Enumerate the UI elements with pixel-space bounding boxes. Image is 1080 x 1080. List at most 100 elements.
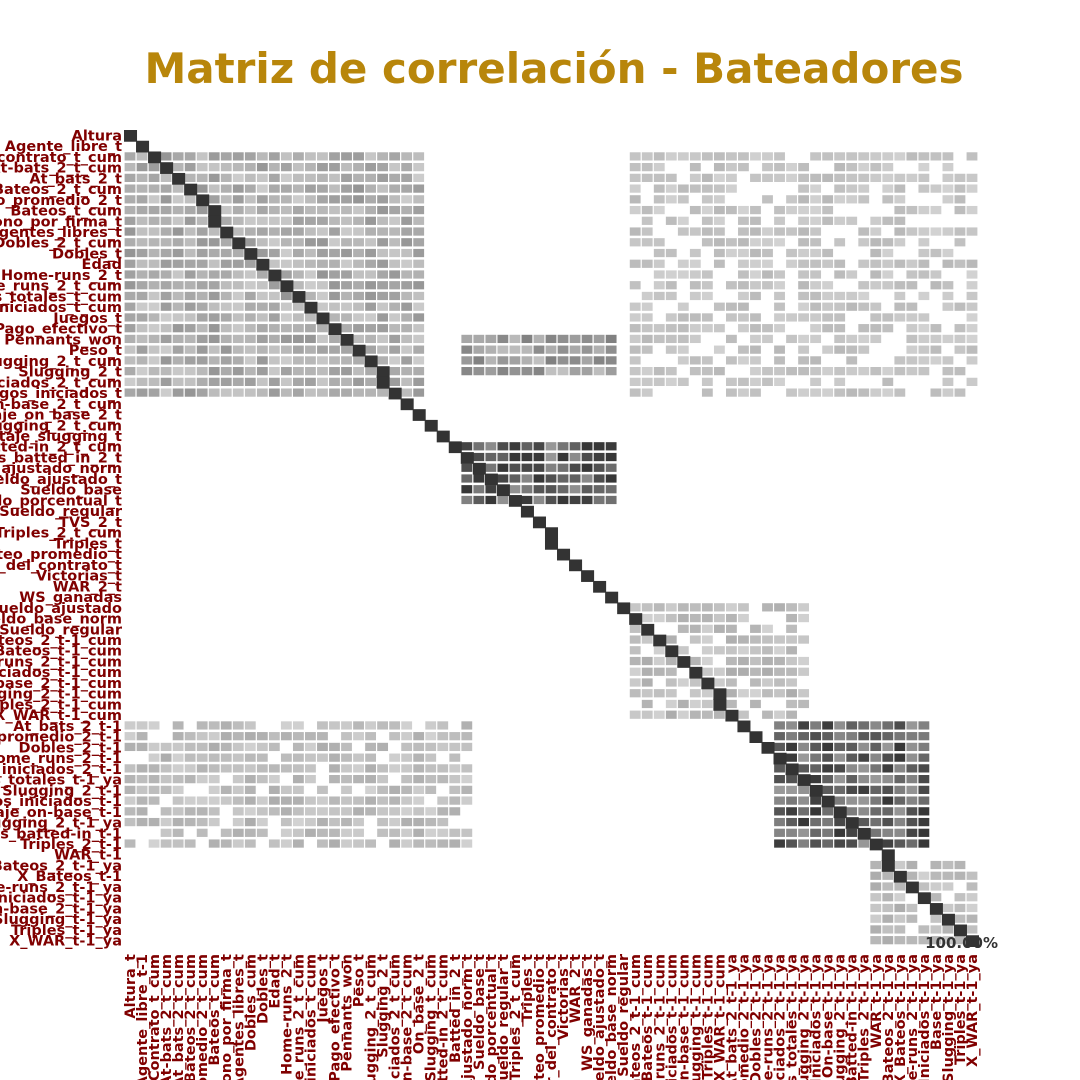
heatmap-cell: [172, 195, 184, 204]
heatmap-cell: [196, 291, 208, 301]
row-label: Sueldo_ajustado_t: [0, 472, 122, 488]
heatmap-cell: [870, 796, 882, 805]
heatmap-cell: [942, 227, 954, 236]
heatmap-cell: [497, 463, 509, 472]
heatmap-cell: [413, 205, 425, 215]
heatmap-cell: [701, 377, 713, 386]
heatmap-cell: [353, 227, 364, 236]
heatmap-cell: [509, 367, 521, 376]
heatmap-cell: [786, 334, 797, 344]
heatmap-cell: [665, 656, 677, 666]
heatmap-cell: [341, 388, 352, 397]
heatmap-cell: [244, 388, 256, 397]
heatmap-cell: [689, 152, 701, 161]
heatmap-cell: [834, 742, 846, 752]
heatmap-cell: [701, 646, 713, 655]
heatmap-cell: [870, 732, 882, 741]
heatmap-cell: [726, 635, 737, 644]
heatmap-cell: [545, 334, 557, 344]
heatmap-cell: [918, 764, 930, 773]
heatmap-cell: [232, 302, 244, 311]
heatmap-cell: [954, 367, 966, 376]
row-label: Bateo_promedio_2_t: [0, 193, 122, 209]
heatmap-cell: [341, 367, 352, 376]
heatmap-cell: [629, 356, 641, 365]
heatmap-cell: [208, 775, 220, 784]
heatmap-cell: [461, 463, 473, 472]
heatmap-cell: [256, 753, 268, 762]
heatmap-cell: [208, 238, 220, 247]
heatmap-cell: [726, 613, 737, 623]
heatmap-cell: [256, 163, 268, 172]
heatmap-cell: [208, 764, 220, 773]
heatmap-cell: [918, 828, 930, 837]
heatmap-cell: [894, 860, 906, 870]
heatmap-cell: [268, 807, 280, 816]
heatmap-cell: [389, 163, 401, 172]
heatmap-cell: [124, 302, 136, 311]
heatmap-cell: [822, 173, 834, 182]
heatmap-cell: [425, 742, 437, 752]
heatmap-cell: [689, 184, 701, 193]
heatmap-cell: [220, 334, 232, 344]
heatmap-cell: [846, 796, 858, 805]
heatmap-cell: [244, 764, 256, 773]
heatmap-cell: [136, 270, 148, 279]
heatmap-cell: [365, 302, 376, 311]
heatmap-cell: [629, 635, 641, 644]
heatmap-cell: [232, 195, 244, 204]
heatmap-cell: [641, 152, 653, 161]
heatmap-cell: [160, 216, 172, 225]
heatmap-cell: [220, 205, 232, 215]
row-label: Bateo_promedio_2_t-1: [0, 730, 122, 746]
heatmap-cell: [365, 807, 376, 816]
heatmap-cell: [317, 345, 328, 354]
heatmap-cell: [653, 248, 665, 258]
heatmap-cell: [906, 807, 918, 816]
heatmap-cell: [762, 281, 773, 290]
column-label: Batted-in_t-1_ya: [845, 954, 861, 1080]
heatmap-cell: [305, 807, 316, 816]
heatmap-cell: [244, 839, 256, 848]
heatmap-cell: [653, 163, 665, 172]
heatmap-cell: [701, 656, 713, 666]
heatmap-cell: [750, 270, 761, 279]
heatmap-cell: [738, 689, 749, 698]
heatmap-cell: [954, 345, 966, 354]
heatmap-cell: [870, 227, 882, 236]
heatmap-cell: [641, 388, 653, 397]
heatmap-cell: [834, 313, 846, 322]
heatmap-cell: [786, 656, 797, 666]
heatmap-cell: [798, 785, 810, 794]
heatmap-cell: [726, 152, 737, 161]
heatmap-cell: [280, 152, 292, 161]
heatmap-cell: [329, 173, 340, 182]
heatmap-cell: [581, 474, 593, 483]
heatmap-cell: [822, 302, 834, 311]
heatmap-cell: [280, 291, 292, 301]
heatmap-cell: [882, 871, 894, 880]
heatmap-cell: [413, 732, 425, 741]
heatmap-cell: [268, 291, 280, 301]
heatmap-cell: [593, 485, 605, 494]
heatmap-cell: [858, 732, 870, 741]
heatmap-cell: [413, 785, 425, 794]
heatmap-cell: [894, 785, 906, 794]
heatmap-cell: [184, 238, 196, 247]
heatmap-cell: [605, 356, 617, 365]
heatmap-cell: [232, 184, 244, 193]
heatmap-cell: [172, 775, 184, 784]
heatmap-cell: [750, 227, 761, 236]
heatmap-cell: [473, 356, 485, 365]
heatmap-cell: [353, 721, 364, 730]
heatmap-cell: [810, 334, 822, 344]
heatmap-cell: [677, 270, 689, 279]
heatmap-cell: [317, 753, 328, 762]
heatmap-cell: [762, 603, 773, 612]
heatmap-cell: [786, 259, 797, 268]
heatmap-cell: [329, 270, 340, 279]
heatmap-cell: [377, 205, 389, 215]
heatmap-cell: [268, 742, 280, 752]
heatmap-cell: [774, 817, 785, 827]
heatmap-cell: [280, 324, 292, 333]
